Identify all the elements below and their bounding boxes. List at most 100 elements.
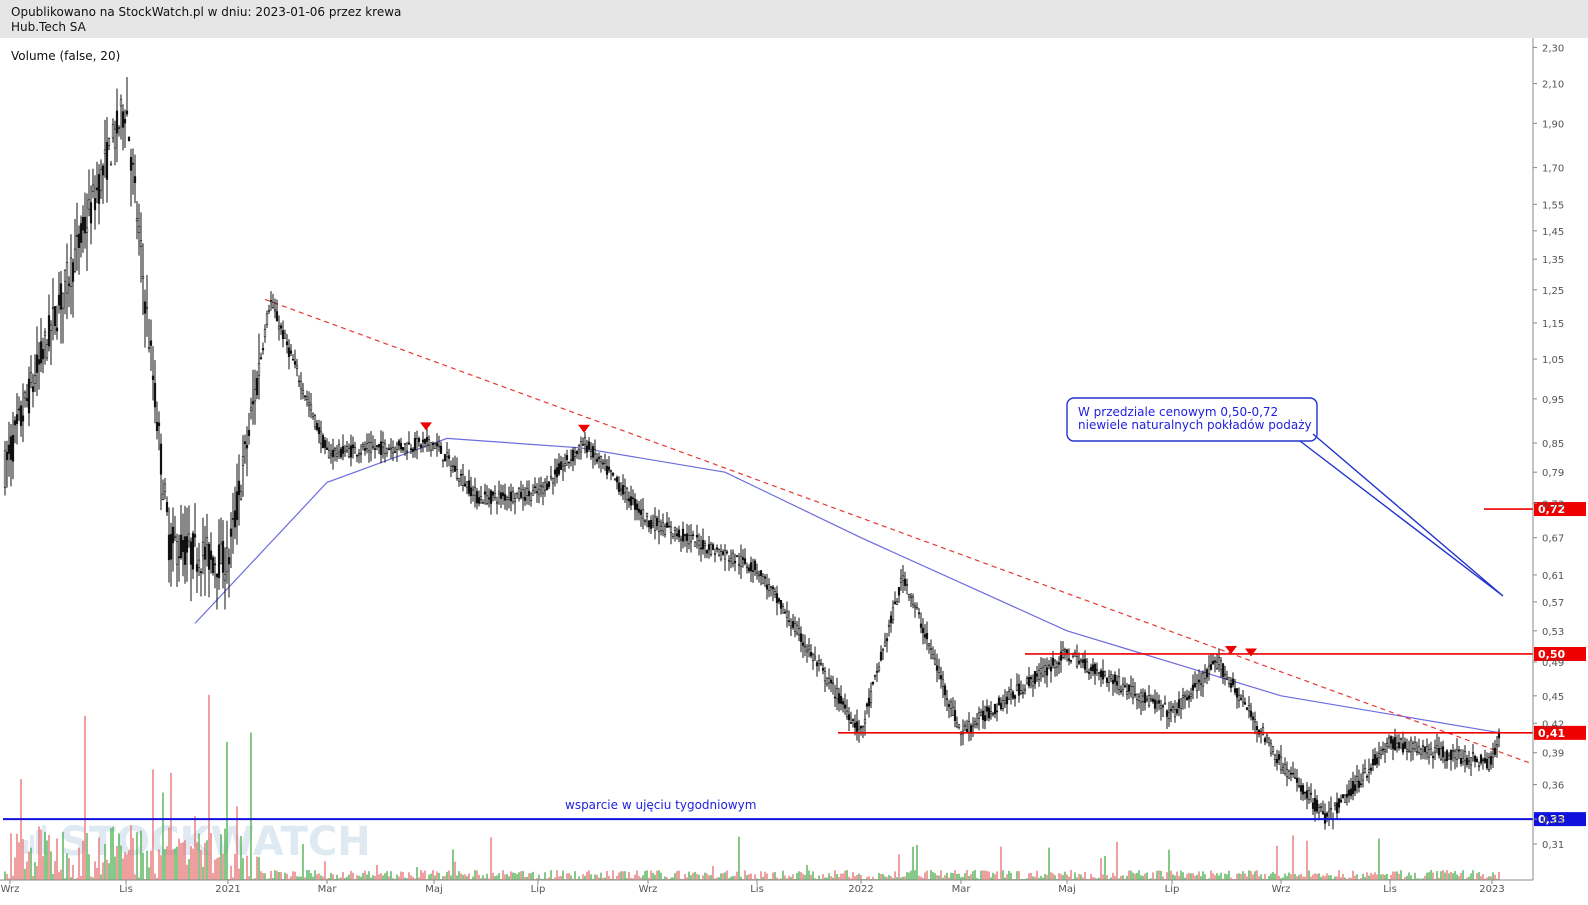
- candle-body: [323, 440, 327, 448]
- resistance-markers: [420, 422, 1257, 657]
- volume-bar: [512, 872, 514, 880]
- volume-bar: [1370, 872, 1372, 880]
- volume-bar: [218, 857, 220, 880]
- candle-body: [1441, 746, 1445, 758]
- candle-body: [895, 601, 899, 605]
- candle-body: [509, 491, 513, 502]
- candle-body: [1031, 681, 1035, 687]
- candle-body: [517, 487, 521, 499]
- volume-bar: [1094, 877, 1096, 880]
- volume-bar: [1230, 877, 1232, 880]
- candle-body: [1299, 785, 1303, 792]
- volume-bar: [1098, 877, 1100, 880]
- y-tick-label: 1,55: [1542, 200, 1564, 211]
- volume-bar: [128, 850, 130, 880]
- volume-bar: [1480, 876, 1482, 880]
- volume-bar: [750, 873, 752, 880]
- candle-body: [369, 441, 373, 453]
- candle-body: [237, 480, 241, 496]
- volume-bar: [1448, 873, 1450, 880]
- candle-body: [659, 526, 663, 531]
- candle-body: [697, 540, 701, 546]
- candle-body: [507, 497, 511, 500]
- volume-bar: [486, 873, 488, 880]
- volume-bar: [466, 876, 468, 880]
- volume-bar: [1110, 877, 1112, 880]
- candle-body: [1037, 670, 1041, 680]
- volume-bar: [372, 875, 374, 880]
- candle-body: [843, 704, 847, 709]
- volume-bar: [942, 877, 944, 880]
- downtrend-line: [264, 298, 1531, 764]
- resistance-marker: [420, 422, 432, 431]
- volume-bar: [204, 842, 206, 880]
- candle-body: [1265, 734, 1269, 738]
- volume-bar: [202, 866, 204, 880]
- volume-bar: [126, 854, 128, 880]
- volume-bar: [170, 772, 172, 880]
- candle-body: [63, 269, 67, 282]
- volume-bar: [710, 874, 712, 880]
- volume-bar: [1478, 871, 1480, 880]
- candle-body: [449, 465, 453, 471]
- candle-body: [681, 528, 685, 542]
- y-tick-label: 0,45: [1542, 692, 1564, 703]
- volume-bar: [1120, 875, 1122, 880]
- volume-bar: [498, 873, 500, 880]
- volume-bar: [898, 854, 900, 880]
- candle-body: [851, 719, 855, 721]
- volume-bar: [180, 843, 182, 880]
- candle-body: [1077, 660, 1081, 664]
- volume-bar: [1302, 876, 1304, 880]
- candle-body: [705, 549, 709, 554]
- candle-body: [303, 395, 307, 398]
- candle-body: [723, 550, 727, 560]
- candle-body: [553, 469, 557, 475]
- volume-bar: [1196, 874, 1198, 880]
- candle-body: [1211, 660, 1215, 665]
- volume-bar: [136, 832, 138, 880]
- candle-body: [489, 490, 493, 504]
- volume-bar: [1218, 875, 1220, 880]
- volume-bar: [900, 877, 902, 880]
- candle-body: [1361, 772, 1365, 781]
- volume-bar: [790, 877, 792, 880]
- volume-bar: [388, 876, 390, 880]
- candle-body: [473, 487, 477, 496]
- candle-body: [165, 502, 169, 513]
- candle-body: [227, 557, 231, 565]
- candle-body: [915, 607, 919, 610]
- volume-bar: [854, 876, 856, 880]
- volume-bar: [558, 876, 560, 880]
- volume-bar: [516, 874, 518, 880]
- candle-body: [1131, 686, 1135, 699]
- volume-bar: [118, 833, 120, 880]
- volume-bar: [838, 877, 840, 880]
- candle-body: [577, 445, 581, 450]
- volume-bar: [20, 779, 22, 880]
- candle-body: [1363, 768, 1367, 774]
- volume-bar: [48, 834, 50, 880]
- volume-bar: [1018, 871, 1020, 880]
- candle-body: [613, 478, 617, 480]
- candle-body: [803, 645, 807, 648]
- volume-bar: [1364, 877, 1366, 880]
- volume-bar: [1168, 849, 1170, 880]
- volume-bar: [384, 873, 386, 880]
- candle-body: [179, 534, 183, 559]
- volume-bar: [904, 876, 906, 880]
- candle-body: [75, 235, 79, 237]
- volume-bar: [726, 870, 728, 880]
- volume-bar: [994, 874, 996, 880]
- volume-bar: [636, 870, 638, 880]
- volume-bar: [1186, 874, 1188, 880]
- y-tick-label: 1,05: [1542, 355, 1564, 366]
- volume-bar: [306, 870, 308, 880]
- volume-bar: [1404, 877, 1406, 880]
- volume-bar: [776, 877, 778, 880]
- volume-bar: [532, 871, 534, 880]
- candle-body: [597, 456, 601, 459]
- candle-body: [471, 489, 475, 496]
- volume-bar: [618, 872, 620, 880]
- volume-bar: [10, 833, 12, 880]
